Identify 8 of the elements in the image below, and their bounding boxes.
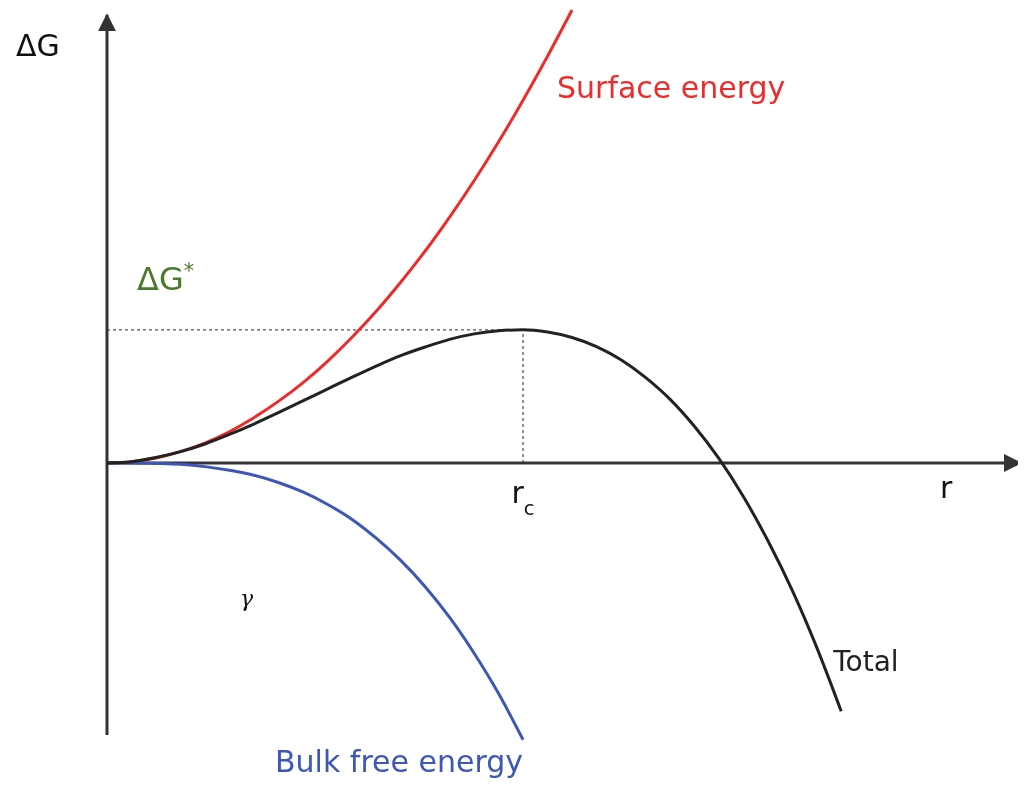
annotation: γ xyxy=(240,586,254,611)
annotation: r$_{c}$ xyxy=(511,475,535,520)
series-label: Total xyxy=(832,645,899,679)
x-axis-title: r xyxy=(940,470,953,505)
series-label: Surface energy xyxy=(557,70,786,105)
ref-line-label: ΔG$^{*}$ xyxy=(137,258,195,298)
y-axis-title: ΔG xyxy=(16,28,60,63)
series-label: Bulk free energy xyxy=(274,743,524,779)
